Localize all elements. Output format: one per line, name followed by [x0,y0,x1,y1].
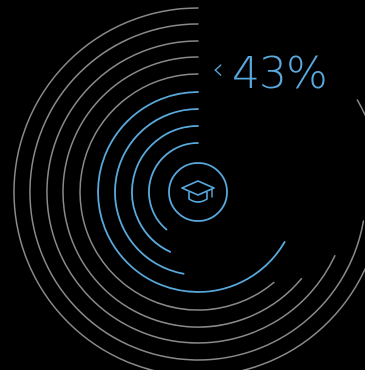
track-ring-left [62,56,199,326]
progress-ring [97,91,199,293]
progress-percent: 43% [232,48,328,99]
track-ring-bottom [156,281,275,311]
progress-ring-bottom [197,241,286,293]
track-rings [13,7,365,370]
progress-ring [114,108,199,275]
track-ring-bottom [184,255,336,344]
track-ring-right [356,99,365,117]
progress-rings [97,91,286,293]
graduation-cap-icon [168,162,228,222]
progress-ring [131,125,199,253]
progress-readout: ‹ 43% [212,48,328,99]
track-ring-bottom [191,220,365,361]
track-ring-left [46,40,199,344]
chevron-left-icon[interactable]: ‹ [212,52,224,87]
track-ring-bottom [173,278,303,328]
track-ring-left [79,73,199,304]
track-ring-bottom [241,267,365,370]
progress-ring [148,142,199,231]
track-ring-left [29,23,199,361]
track-ring-left [13,7,199,370]
